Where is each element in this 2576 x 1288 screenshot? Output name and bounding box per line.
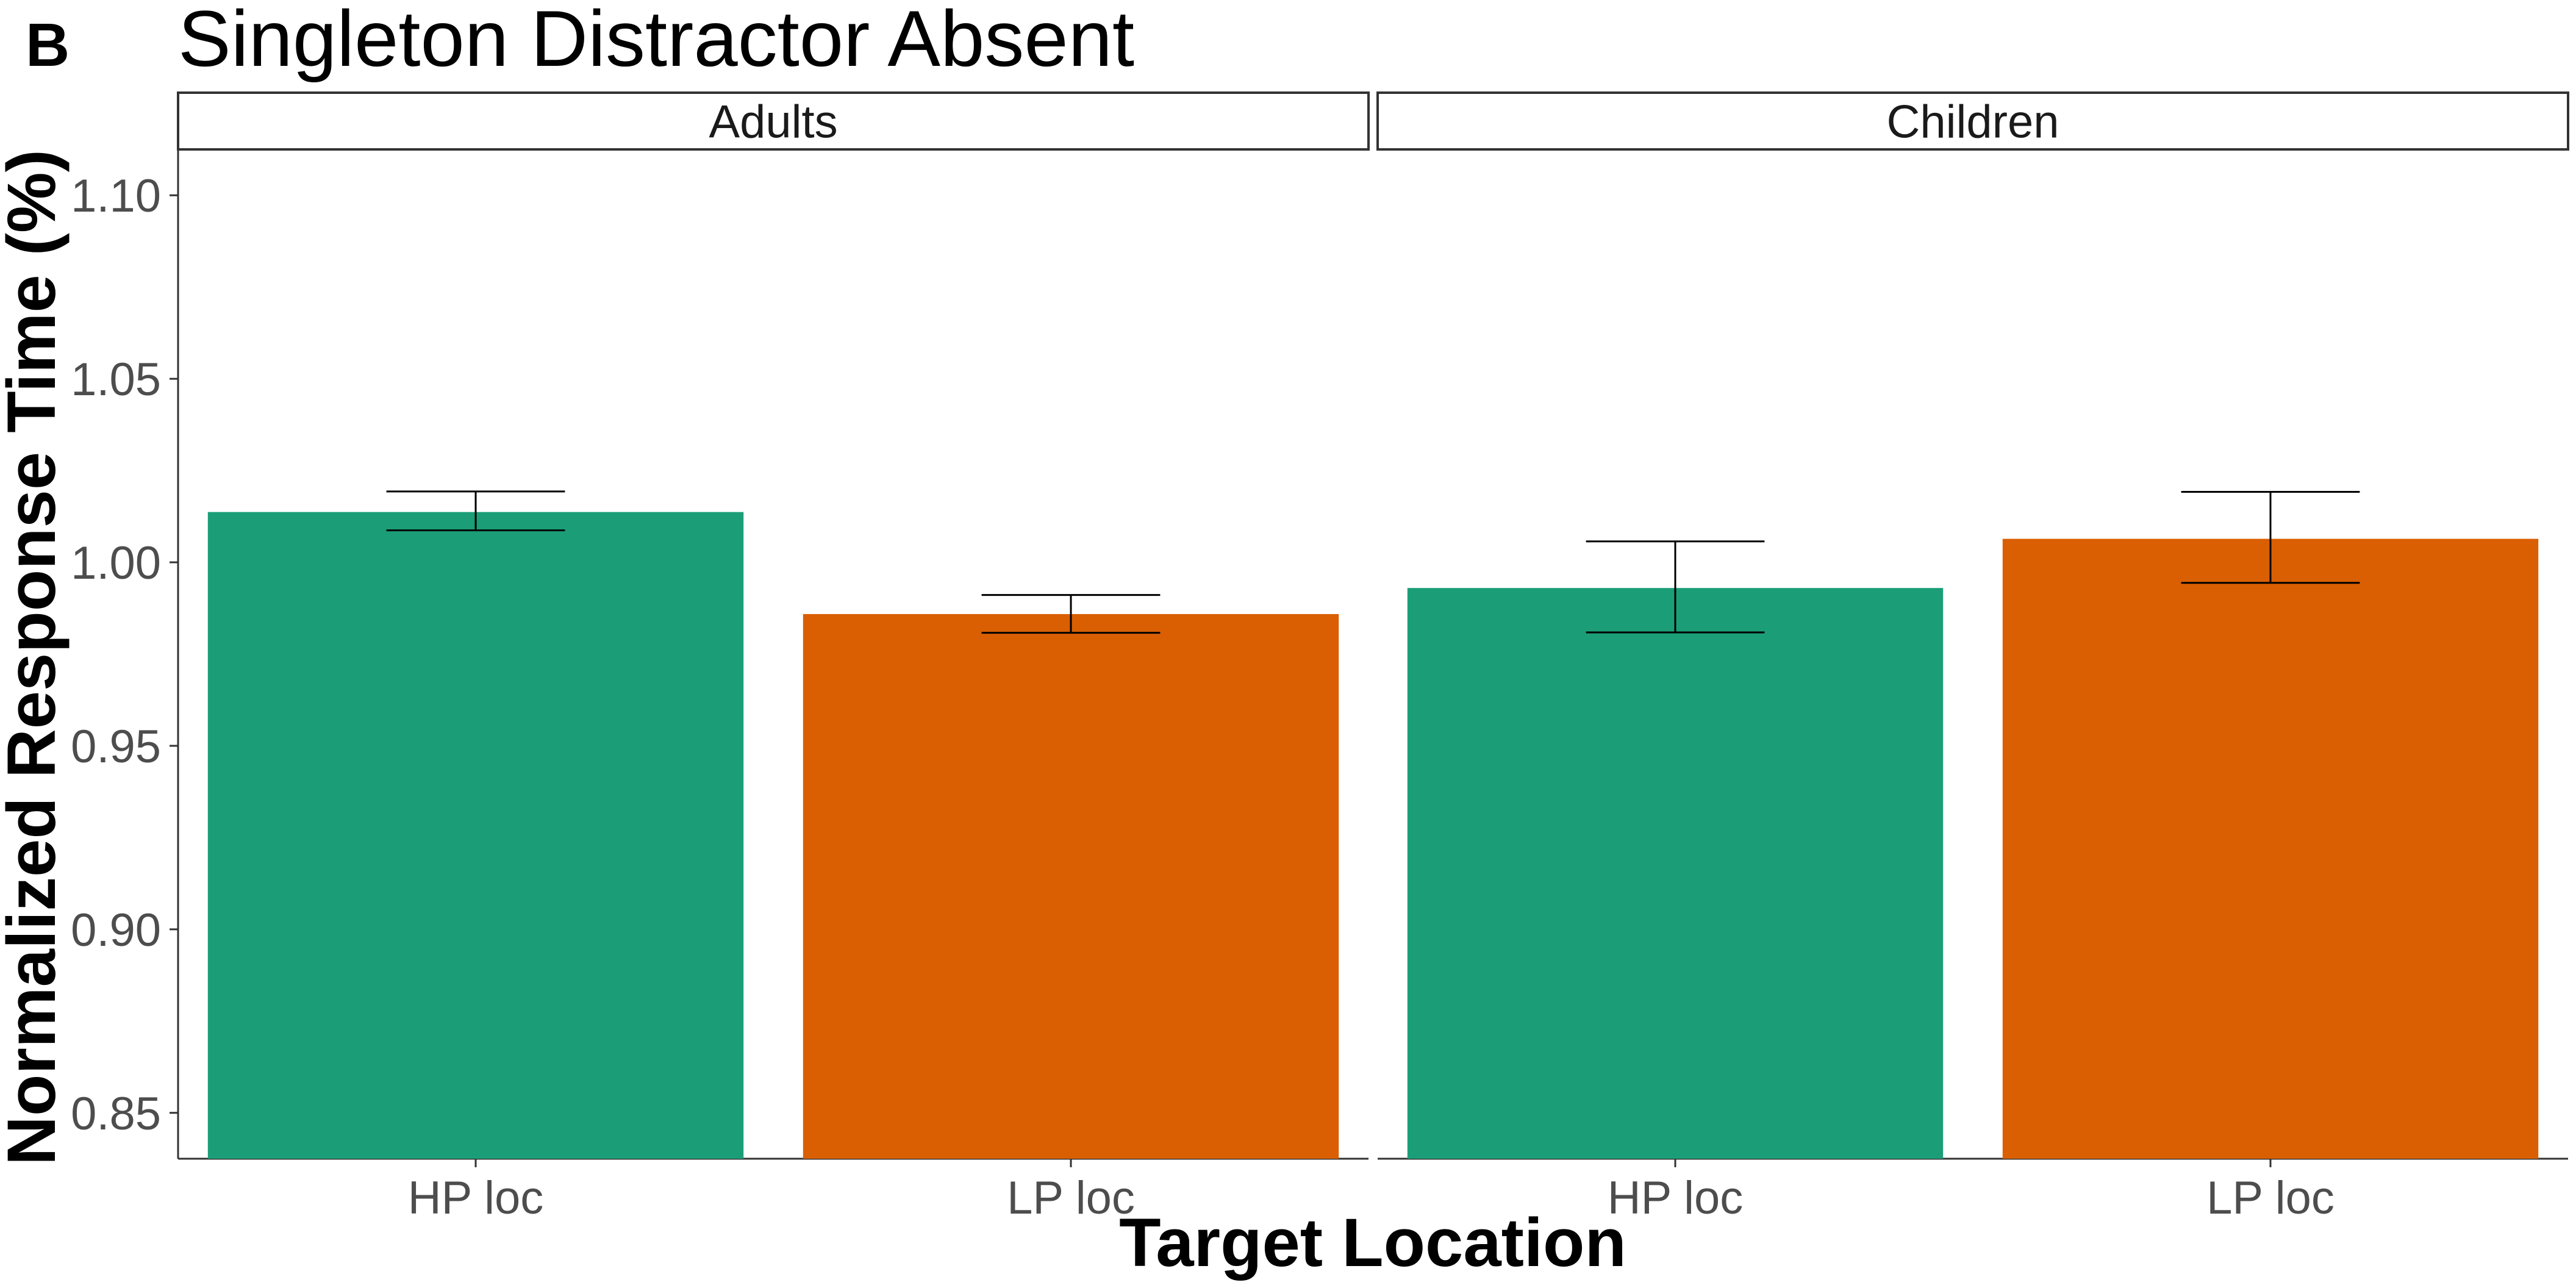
y-tick-label: 1.10 [71,170,161,222]
facet-strip-label: Adults [709,96,837,148]
x-tick-label: LP loc [2206,1172,2334,1224]
facet-strip [1376,91,2569,151]
x-tick-label: LP loc [1007,1172,1135,1224]
y-tick-label: 0.95 [71,721,161,773]
panel-letter: B [26,11,70,79]
facet-strip-label: Children [1886,96,2059,148]
facet-strip [177,91,1370,151]
y-tick-label: 1.05 [71,354,161,406]
x-axis-title: Target Location [1119,1204,1626,1281]
chart-title: Singleton Distractor Absent [178,0,1134,83]
bar [207,512,744,1159]
y-tick-label: 0.90 [71,904,161,956]
y-tick-label: 1.00 [71,537,161,589]
x-tick-label: HP loc [1608,1172,1743,1224]
y-axis-title: Normalized Response Time (%) [0,149,70,1165]
chart-marks: 0.85 0.90 0.95 1.00 1.05 1.10 Adults HP loc LP l… [71,91,2569,1224]
bar [2002,538,2539,1159]
y-tick-label: 0.85 [71,1088,161,1140]
bar [1407,588,1944,1159]
x-tick-label: HP loc [408,1172,543,1224]
bar [803,614,1339,1159]
